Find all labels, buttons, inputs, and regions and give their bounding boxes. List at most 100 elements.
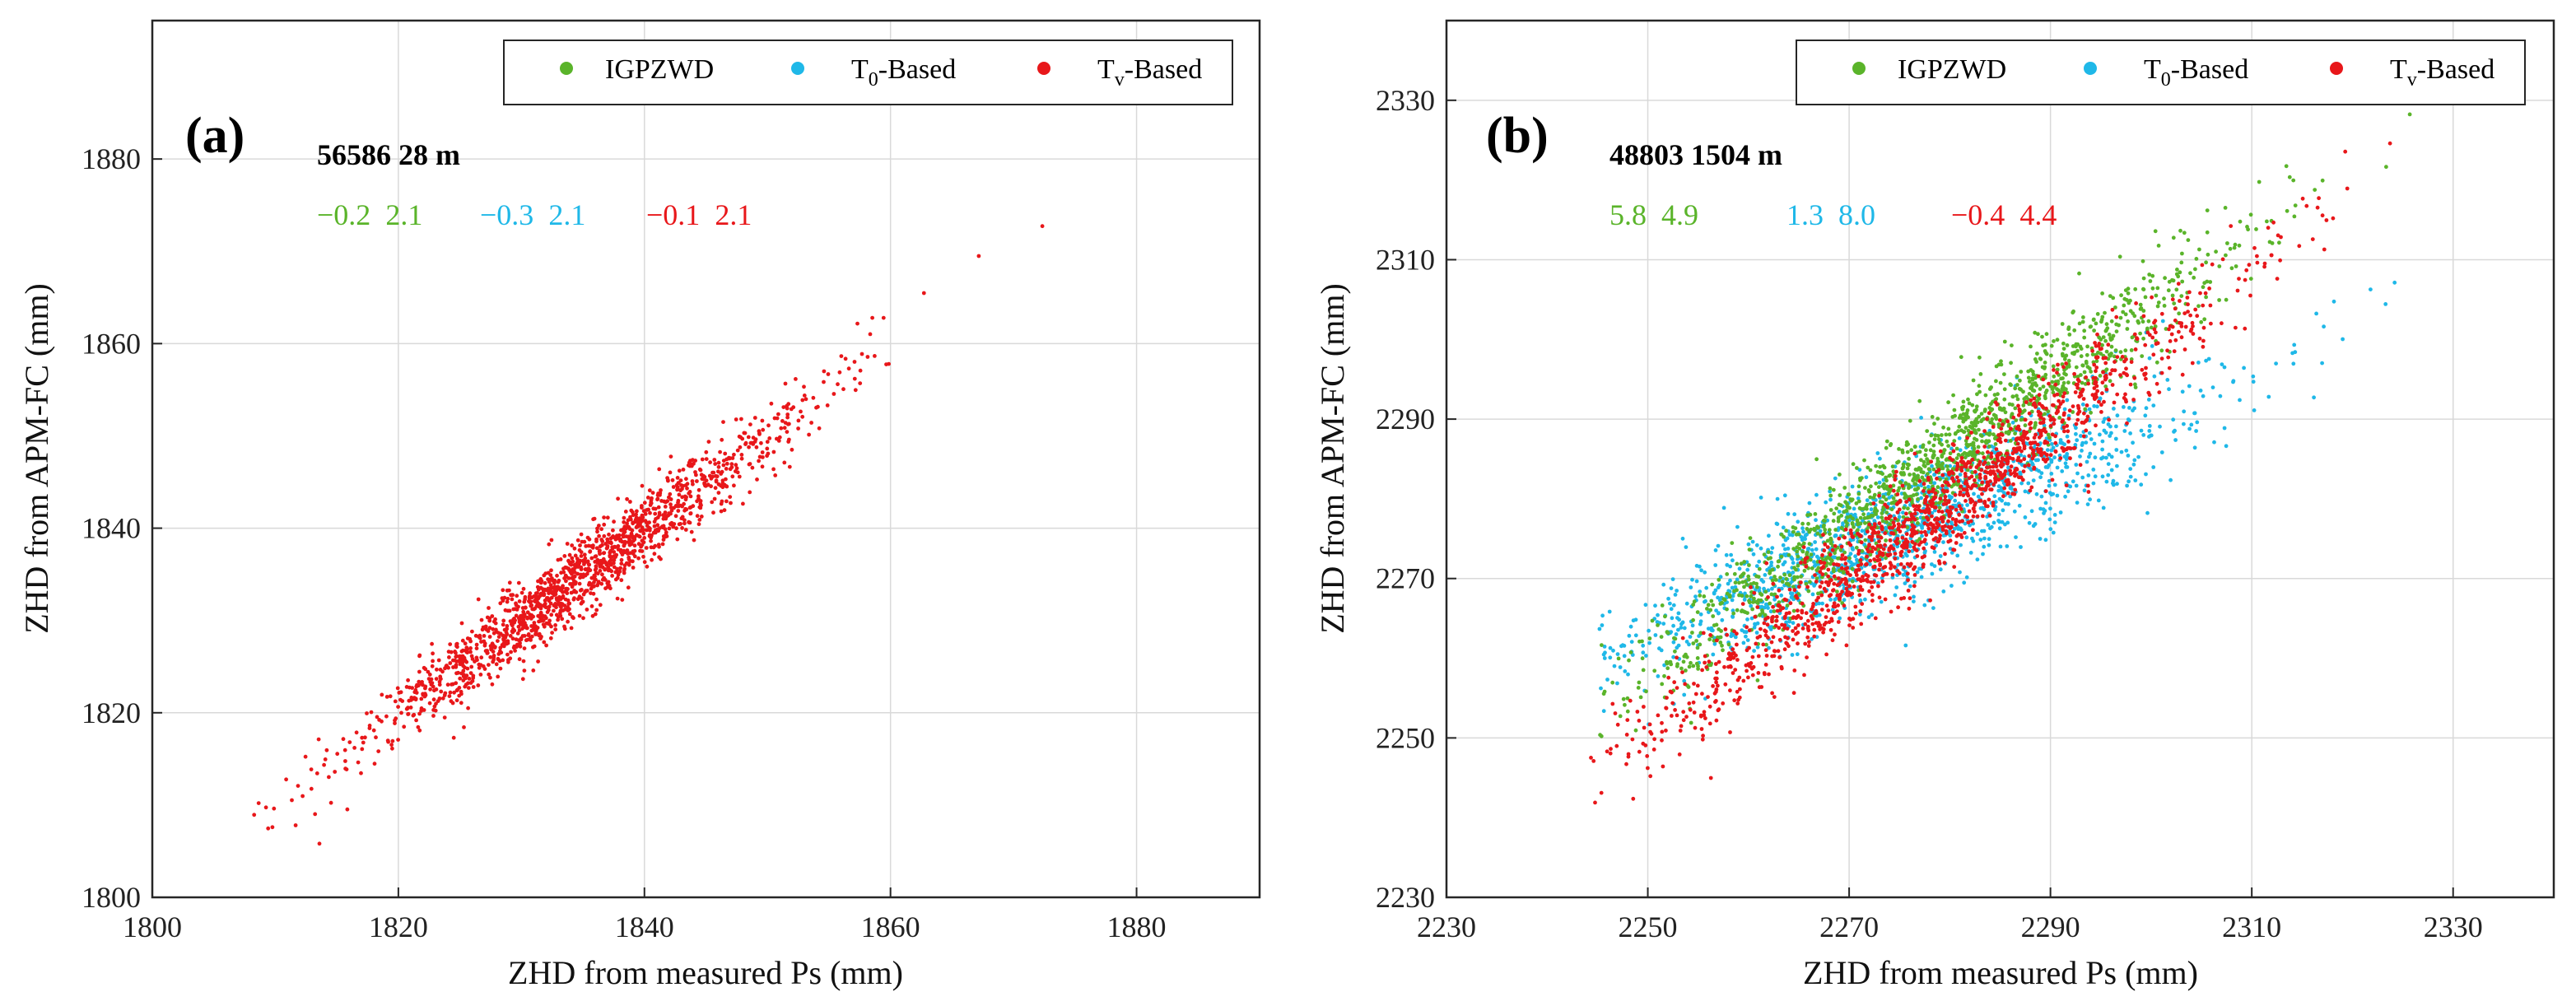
data-point-tv — [1832, 561, 1836, 566]
data-point-igp — [2089, 370, 2094, 374]
data-point-igp — [2082, 328, 2087, 333]
data-point-igp — [2193, 267, 2197, 272]
data-point-igp — [1758, 598, 1763, 603]
data-point-t0 — [1997, 526, 2002, 531]
data-point-tv — [496, 635, 501, 639]
data-point-tv — [388, 694, 393, 699]
data-point-tv — [728, 456, 733, 461]
data-point-tv — [431, 714, 436, 718]
data-point-t0 — [1803, 537, 1808, 542]
data-point-tv — [1692, 710, 1697, 715]
data-point-igp — [1698, 642, 1703, 647]
data-point-tv — [577, 547, 582, 552]
y-tick-label: 1840 — [82, 512, 141, 545]
data-point-igp — [1912, 472, 1917, 477]
data-point-tv — [431, 659, 435, 664]
data-point-tv — [671, 524, 676, 529]
data-point-igp — [2287, 175, 2292, 179]
data-point-t0 — [1671, 654, 1675, 659]
data-point-igp — [1906, 506, 1910, 511]
data-point-igp — [2153, 229, 2158, 234]
data-point-t0 — [1932, 564, 1937, 568]
data-point-tv — [582, 552, 587, 557]
data-point-igp — [2162, 304, 2167, 308]
data-point-t0 — [2210, 385, 2215, 389]
data-point-igp — [2044, 352, 2049, 356]
data-point-igp — [2233, 242, 2238, 247]
data-point-tv — [505, 588, 510, 593]
data-point-t0 — [1996, 512, 2001, 517]
data-point-igp — [1659, 635, 1664, 639]
data-point-t0 — [1703, 570, 1707, 575]
data-point-tv — [498, 645, 503, 650]
data-point-t0 — [2147, 356, 2152, 361]
panel-a-x-axis-title: ZHD from measured Ps (mm) — [508, 954, 903, 991]
data-point-tv — [976, 254, 981, 258]
data-point-tv — [639, 544, 643, 549]
data-point-tv — [585, 535, 590, 540]
data-point-tv — [342, 748, 347, 752]
data-point-tv — [684, 477, 688, 482]
data-point-igp — [2033, 375, 2038, 380]
data-point-t0 — [1615, 681, 1619, 686]
data-point-t0 — [1879, 599, 1884, 604]
data-point-t0 — [2029, 509, 2034, 514]
data-point-igp — [1815, 531, 1820, 536]
data-point-t0 — [2026, 481, 2031, 486]
data-point-tv — [631, 566, 636, 570]
data-point-t0 — [1754, 631, 1759, 635]
data-point-t0 — [1721, 505, 1726, 510]
data-point-tv — [648, 526, 652, 531]
data-point-igp — [1890, 464, 1895, 469]
data-point-t0 — [2071, 479, 2075, 484]
data-point-tv — [1974, 465, 1979, 469]
data-point-igp — [1928, 448, 1933, 453]
data-point-tv — [522, 599, 527, 604]
data-point-t0 — [1810, 592, 1815, 597]
data-point-igp — [2156, 244, 2161, 248]
data-point-igp — [2132, 314, 2137, 319]
data-point-igp — [2150, 286, 2155, 291]
data-point-igp — [2094, 359, 2099, 364]
data-point-igp — [1825, 538, 1830, 543]
legend-label-t0-sub: 0 — [869, 69, 878, 91]
data-point-t0 — [2093, 474, 2098, 479]
data-point-tv — [641, 554, 645, 559]
data-point-t0 — [1968, 551, 1973, 555]
data-point-tv — [431, 651, 435, 656]
data-point-tv — [1804, 611, 1809, 616]
data-point-tv — [505, 632, 510, 636]
data-point-tv — [704, 478, 709, 483]
data-point-tv — [541, 603, 546, 608]
data-point-t0 — [2145, 510, 2150, 515]
data-point-t0 — [1644, 654, 1648, 658]
data-point-igp — [1926, 467, 1931, 472]
data-point-tv — [1893, 552, 1898, 556]
data-point-igp — [1922, 459, 1926, 464]
data-point-tv — [631, 559, 635, 564]
data-point-tv — [631, 521, 636, 526]
data-point-tv — [371, 728, 376, 733]
data-point-tv — [561, 594, 566, 598]
data-point-igp — [1754, 581, 1759, 586]
data-point-tv — [589, 591, 593, 595]
data-point-tv — [809, 421, 813, 425]
data-point-tv — [554, 612, 559, 617]
data-point-tv — [785, 415, 790, 420]
data-point-tv — [602, 522, 607, 527]
data-point-tv — [513, 618, 517, 622]
data-point-igp — [1800, 521, 1805, 526]
data-point-igp — [1870, 514, 1875, 518]
data-point-tv — [604, 546, 609, 551]
data-point-tv — [638, 519, 642, 524]
data-point-tv — [2220, 321, 2224, 326]
data-point-igp — [1813, 512, 1818, 516]
data-point-tv — [2154, 330, 2158, 335]
data-point-tv — [510, 597, 515, 602]
data-point-t0 — [1920, 533, 1924, 538]
data-point-tv — [669, 508, 674, 513]
data-point-igp — [1869, 484, 1873, 489]
data-point-igp — [1977, 414, 1982, 419]
data-point-tv — [581, 592, 586, 597]
data-point-t0 — [1728, 578, 1732, 583]
